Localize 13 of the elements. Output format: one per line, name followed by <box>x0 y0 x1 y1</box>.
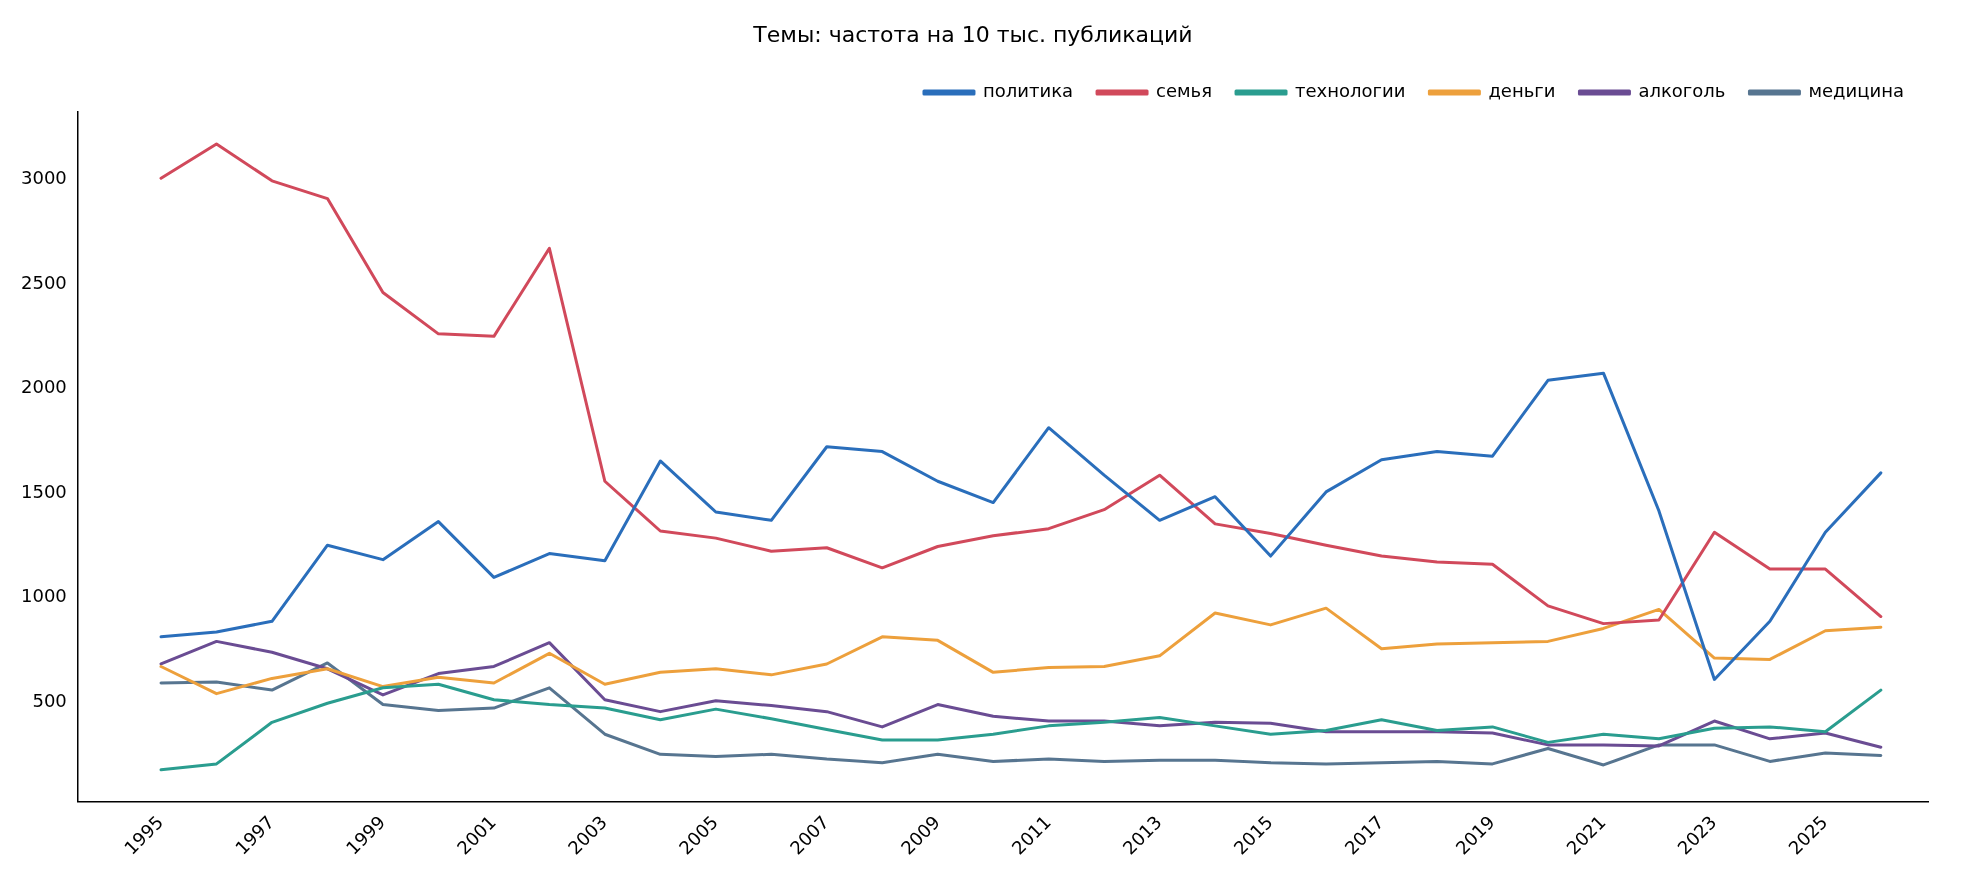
y-tick-label: 1500 <box>21 480 67 502</box>
y-tick-label: 3000 <box>21 167 67 189</box>
chart-title: Темы: частота на 10 тыс. публикаций <box>752 21 1193 47</box>
legend-label: семья <box>1156 80 1213 102</box>
y-tick-label: 2000 <box>21 376 67 398</box>
y-tick-label: 2500 <box>21 271 67 293</box>
legend-label: деньги <box>1488 80 1556 102</box>
y-tick-label: 1000 <box>21 585 67 607</box>
legend-label: алкоголь <box>1638 80 1726 102</box>
legend-label: политика <box>982 80 1074 102</box>
legend-label: медицина <box>1808 80 1904 102</box>
y-tick-label: 500 <box>32 689 67 711</box>
legend-label: технологии <box>1295 80 1406 102</box>
